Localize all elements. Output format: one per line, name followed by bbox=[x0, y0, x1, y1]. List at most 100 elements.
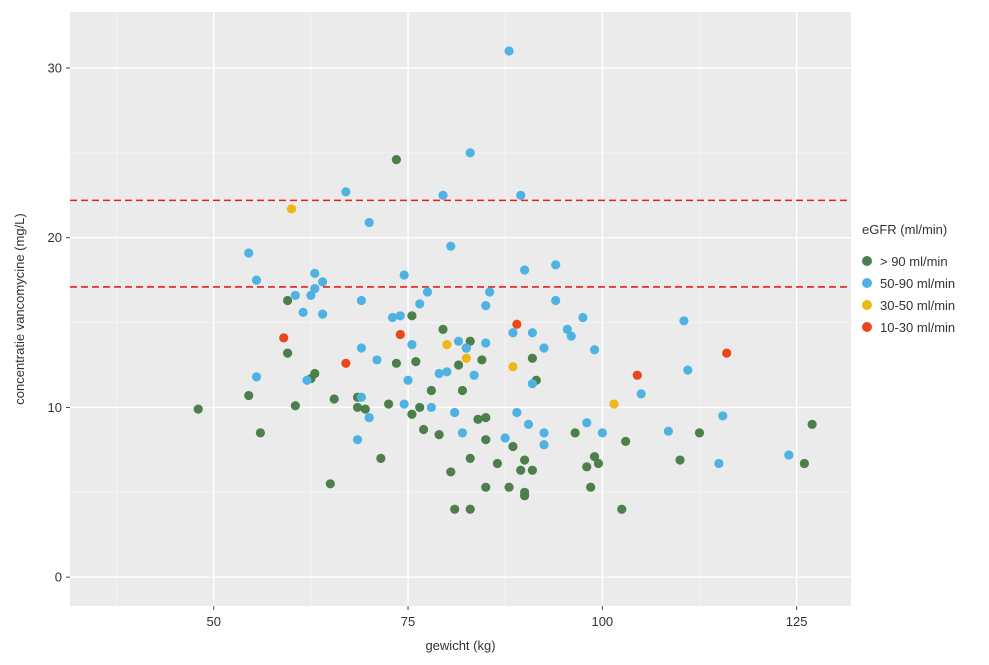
data-point bbox=[520, 455, 530, 465]
legend-dot-icon bbox=[862, 278, 872, 288]
y-tick-label: 20 bbox=[48, 230, 62, 245]
data-point bbox=[193, 404, 203, 414]
data-point bbox=[551, 295, 561, 306]
data-point bbox=[520, 265, 530, 275]
data-point bbox=[586, 482, 596, 492]
legend-label: > 90 ml/min bbox=[880, 253, 948, 269]
data-point bbox=[539, 428, 549, 438]
plot-panel bbox=[70, 12, 851, 606]
data-point bbox=[395, 311, 405, 321]
data-point bbox=[310, 284, 320, 294]
legend-item: 30-50 ml/min bbox=[862, 294, 955, 316]
data-point bbox=[523, 419, 534, 430]
data-point bbox=[566, 331, 576, 341]
data-point bbox=[399, 399, 409, 409]
data-point bbox=[298, 307, 308, 317]
data-point bbox=[570, 428, 580, 438]
data-point bbox=[407, 340, 417, 350]
data-point bbox=[453, 336, 464, 346]
data-point bbox=[372, 355, 382, 365]
data-point bbox=[485, 287, 495, 297]
data-point bbox=[290, 290, 300, 301]
data-point bbox=[376, 453, 386, 463]
legend-label: 30-50 ml/min bbox=[880, 297, 956, 313]
data-point bbox=[516, 465, 526, 475]
data-point bbox=[450, 407, 460, 418]
legend-dot-icon bbox=[862, 256, 872, 266]
y-tick-label: 30 bbox=[48, 61, 62, 76]
legend-item: 50-90 ml/min bbox=[862, 272, 955, 294]
data-point bbox=[341, 187, 351, 197]
legend-items: > 90 ml/min 50-90 ml/min 30-50 ml/min 10-30… bbox=[862, 250, 955, 338]
data-point bbox=[352, 402, 363, 413]
data-point bbox=[465, 336, 475, 346]
data-point bbox=[527, 465, 537, 475]
data-point bbox=[527, 353, 537, 363]
data-point bbox=[722, 348, 732, 358]
data-point bbox=[512, 407, 522, 418]
data-point bbox=[244, 390, 254, 401]
data-point bbox=[387, 312, 398, 323]
data-point bbox=[718, 411, 728, 421]
data-point bbox=[422, 287, 433, 297]
data-point bbox=[469, 370, 479, 380]
data-point bbox=[352, 435, 363, 445]
data-point bbox=[461, 343, 471, 353]
data-point bbox=[415, 299, 425, 309]
data-point bbox=[481, 482, 491, 492]
data-point bbox=[434, 429, 444, 440]
data-point bbox=[391, 155, 401, 165]
data-point bbox=[694, 428, 705, 438]
data-point bbox=[395, 329, 405, 340]
data-point bbox=[391, 358, 401, 368]
data-point bbox=[562, 324, 572, 334]
data-point bbox=[418, 424, 429, 435]
data-point bbox=[512, 319, 522, 329]
data-point bbox=[516, 190, 526, 200]
data-point bbox=[434, 368, 444, 379]
data-point bbox=[539, 440, 549, 450]
data-point bbox=[609, 399, 619, 409]
data-point bbox=[453, 360, 464, 370]
data-point bbox=[597, 428, 607, 438]
data-point bbox=[310, 368, 320, 379]
data-point bbox=[286, 204, 297, 214]
data-point bbox=[632, 370, 642, 380]
data-point bbox=[527, 379, 537, 389]
data-point bbox=[282, 295, 293, 306]
data-point bbox=[356, 392, 367, 402]
data-point bbox=[438, 324, 448, 334]
data-point bbox=[481, 413, 491, 423]
data-point bbox=[426, 402, 436, 413]
legend-label: 50-90 ml/min bbox=[880, 275, 956, 291]
data-point bbox=[477, 355, 487, 365]
data-point bbox=[500, 433, 510, 443]
data-point bbox=[457, 428, 468, 438]
legend-item: > 90 ml/min bbox=[862, 250, 955, 272]
data-point bbox=[255, 428, 265, 438]
data-point bbox=[442, 340, 452, 350]
data-point bbox=[508, 441, 518, 452]
legend-dot-icon bbox=[862, 322, 872, 332]
data-point bbox=[465, 453, 475, 463]
data-point bbox=[341, 358, 351, 368]
data-point bbox=[675, 455, 685, 465]
data-point bbox=[360, 404, 370, 414]
data-point bbox=[504, 46, 514, 56]
data-point bbox=[461, 353, 471, 363]
data-point bbox=[356, 343, 367, 353]
data-point bbox=[290, 401, 300, 411]
legend: eGFR (ml/min) > 90 ml/min 50-90 ml/min 30-… bbox=[862, 222, 955, 338]
y-tick-label: 0 bbox=[55, 570, 62, 585]
data-point bbox=[683, 365, 693, 375]
data-point bbox=[251, 275, 262, 285]
data-point bbox=[539, 343, 549, 353]
data-point bbox=[317, 277, 328, 287]
data-point bbox=[551, 260, 561, 270]
data-point bbox=[527, 328, 537, 338]
data-point bbox=[426, 385, 436, 396]
data-point bbox=[807, 419, 817, 430]
legend-title: eGFR (ml/min) bbox=[862, 222, 948, 237]
